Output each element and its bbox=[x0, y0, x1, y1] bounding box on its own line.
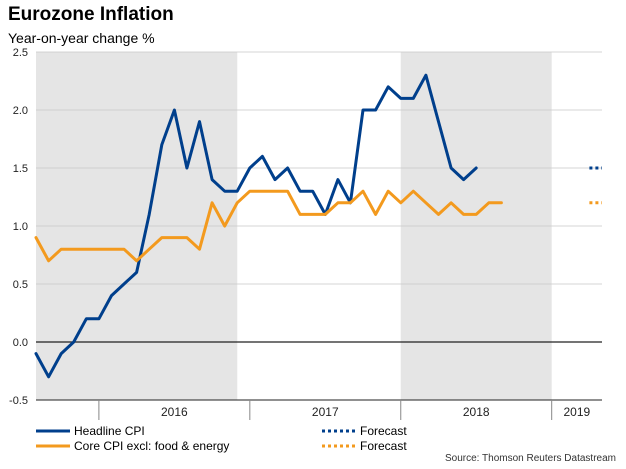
y-tick-label: 1.5 bbox=[13, 163, 28, 175]
chart-title: Eurozone Inflation bbox=[8, 4, 174, 25]
y-tick-label: -0.5 bbox=[9, 395, 28, 407]
x-year-label: 2018 bbox=[463, 405, 490, 419]
x-year-label: 2017 bbox=[312, 405, 339, 419]
legend-label-core-forecast: Forecast bbox=[360, 439, 407, 453]
y-tick-label: 0.5 bbox=[13, 279, 28, 291]
y-tick-label: 2.0 bbox=[13, 105, 28, 117]
x-year-label: 2016 bbox=[161, 405, 188, 419]
y-tick-label: 2.5 bbox=[13, 47, 28, 59]
legend-label-headline: Headline CPI bbox=[74, 424, 145, 438]
chart-subtitle: Year-on-year change % bbox=[8, 30, 155, 46]
legend-label-headline-forecast: Forecast bbox=[360, 424, 407, 438]
y-tick-label: 1.0 bbox=[13, 221, 28, 233]
y-tick-label: 0.0 bbox=[13, 337, 28, 349]
source-note: Source: Thomson Reuters Datastream bbox=[444, 453, 616, 464]
series-line-1 bbox=[34, 189, 503, 263]
x-year-label: 2019 bbox=[563, 405, 590, 419]
legend-label-core: Core CPI excl: food & energy bbox=[74, 439, 230, 453]
series-line-0 bbox=[34, 73, 478, 379]
